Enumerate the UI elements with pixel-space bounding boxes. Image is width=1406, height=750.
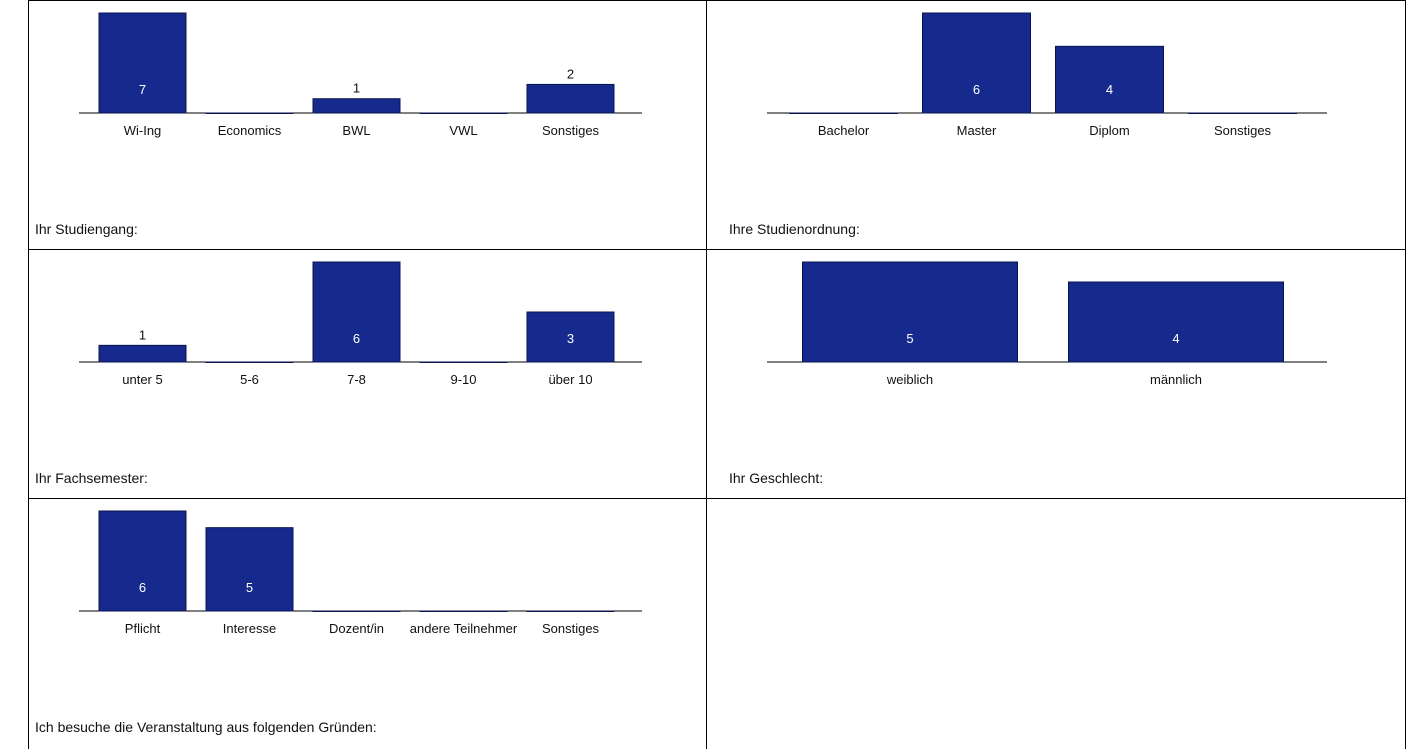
bar-bachelor — [789, 112, 898, 114]
category-label: Wi-Ing — [124, 123, 162, 138]
bar-andere-teilnehmer — [419, 610, 508, 612]
bar-diplom — [1055, 45, 1164, 114]
data-label: 5 — [246, 580, 253, 595]
bar-interesse — [205, 527, 294, 612]
data-label: 7 — [139, 82, 146, 97]
bar-weiblich — [802, 261, 1018, 363]
category-label: Pflicht — [125, 621, 161, 636]
bar-master — [922, 12, 1031, 114]
data-label: 4 — [1172, 331, 1179, 346]
category-label: über 10 — [548, 372, 592, 387]
category-label: Economics — [218, 123, 282, 138]
bar-unter-5 — [98, 344, 187, 363]
bar-männlich — [1068, 281, 1284, 363]
bar-wi-ing — [98, 12, 187, 114]
chart-fachsemester: 1 unter 5 5-6 6 7-8 9-10 3 über 10 — [79, 261, 642, 387]
bar-economics — [205, 112, 294, 114]
data-label: 3 — [567, 331, 574, 346]
category-label: Sonstiges — [542, 123, 600, 138]
category-label: Interesse — [223, 621, 276, 636]
data-label: 1 — [353, 81, 360, 96]
data-label: 5 — [906, 331, 913, 346]
bar-pflicht — [98, 510, 187, 612]
chart-panel-studiengang: 7 Wi-Ing Economics 1 BWL VWL 2 Sonstiges Ihr St… — [28, 0, 706, 249]
question-label: Ihr Fachsemester: — [35, 470, 148, 486]
bar-vwl — [419, 112, 508, 114]
chart-geschlecht: 5 weiblich 4 männlich — [767, 261, 1327, 387]
question-label: Ich besuche die Veranstaltung aus folgen… — [35, 719, 377, 735]
data-label: 6 — [139, 580, 146, 595]
category-label: unter 5 — [122, 372, 162, 387]
bar-über-10 — [526, 311, 615, 363]
chart-panel-studienordnung: Bachelor 6 Master 4 Diplom Sonstiges Ihre Stu… — [706, 0, 1406, 249]
bar-sonstiges — [526, 610, 615, 612]
category-label: Diplom — [1089, 123, 1129, 138]
empty-panel — [706, 498, 1406, 749]
category-label: Sonstiges — [542, 621, 600, 636]
category-label: Sonstiges — [1214, 123, 1272, 138]
category-label: andere Teilnehmer — [410, 621, 518, 636]
question-label: Ihr Geschlecht: — [729, 470, 824, 486]
chart-panel-gruende: 6 Pflicht 5 Interesse Dozent/in andere Teilne… — [28, 498, 706, 749]
category-label: Bachelor — [818, 123, 870, 138]
category-label: VWL — [449, 123, 477, 138]
bar-9-10 — [419, 361, 508, 363]
category-label: Dozent/in — [329, 621, 384, 636]
bar-5-6 — [205, 361, 294, 363]
data-label: 1 — [139, 327, 146, 342]
chart-studiengang: 7 Wi-Ing Economics 1 BWL VWL 2 Sonstiges — [79, 12, 642, 138]
category-label: 9-10 — [450, 372, 476, 387]
bar-7-8 — [312, 261, 401, 363]
category-label: 5-6 — [240, 372, 259, 387]
bar-sonstiges — [1188, 112, 1297, 114]
question-label: Ihr Studiengang: — [35, 221, 138, 237]
category-label: männlich — [1150, 372, 1202, 387]
category-label: BWL — [342, 123, 370, 138]
question-label: Ihre Studienordnung: — [729, 221, 860, 237]
chart-panel-fachsemester: 1 unter 5 5-6 6 7-8 9-10 3 über 10 Ihr Fachseme… — [28, 249, 706, 498]
chart-gruende: 6 Pflicht 5 Interesse Dozent/in andere Teilne… — [79, 510, 642, 636]
category-label: weiblich — [886, 372, 933, 387]
data-label: 4 — [1106, 82, 1113, 97]
chart-panel-geschlecht: 5 weiblich 4 männlich Ihr Geschlecht: — [706, 249, 1406, 498]
category-label: Master — [957, 123, 997, 138]
chart-studienordnung: Bachelor 6 Master 4 Diplom Sonstiges — [767, 12, 1327, 138]
data-label: 2 — [567, 66, 574, 81]
bar-bwl — [312, 98, 401, 114]
data-label: 6 — [973, 82, 980, 97]
data-label: 6 — [353, 331, 360, 346]
bar-sonstiges — [526, 83, 615, 114]
category-label: 7-8 — [347, 372, 366, 387]
bar-dozent-in — [312, 610, 401, 612]
